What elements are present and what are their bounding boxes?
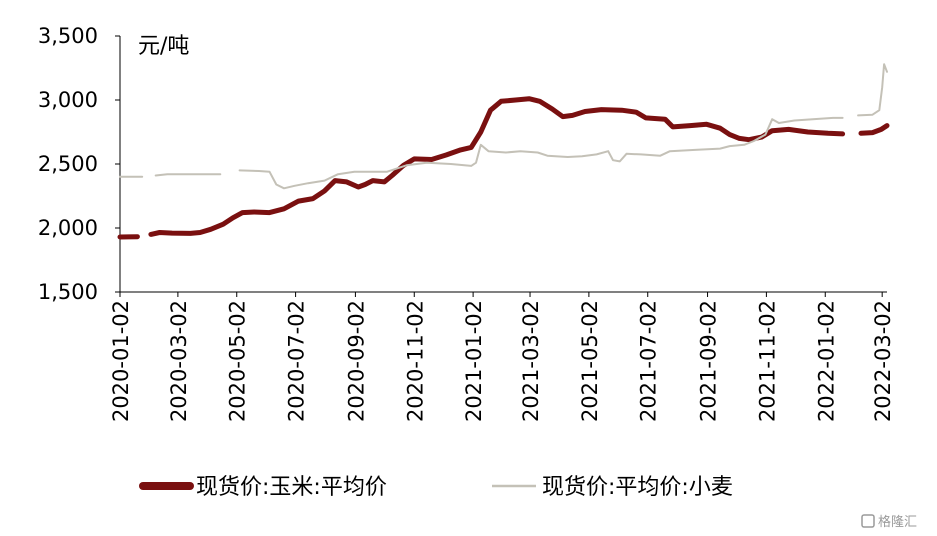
x-tick-label: 2022-03-02 <box>871 300 895 422</box>
y-tick-label: 1,500 <box>38 280 98 304</box>
watermark-logo-icon <box>861 514 875 528</box>
x-axis-ticks: 2020-01-02 2020-03-02 2020-05-02 2020-07-02… <box>109 292 895 422</box>
x-tick-label: 2021-05-02 <box>578 300 602 422</box>
x-tick-label: 2021-03-02 <box>519 300 543 422</box>
x-tick-label: 2021-11-02 <box>755 300 779 422</box>
y-tick-label: 2,500 <box>38 152 98 176</box>
y-tick-label: 3,000 <box>38 88 98 112</box>
x-tick-label: 2022-01-02 <box>814 300 838 422</box>
x-tick-label: 2020-05-02 <box>226 300 250 422</box>
x-tick-label: 2021-01-02 <box>462 300 486 422</box>
y-tick-label: 2,000 <box>38 216 98 240</box>
x-tick-label: 2021-09-02 <box>697 300 721 422</box>
x-tick-label: 2021-07-02 <box>637 300 661 422</box>
unit-label: 元/吨 <box>138 34 189 59</box>
series-line-wheat <box>119 63 888 190</box>
y-tick-label: 3,500 <box>38 24 98 48</box>
x-tick-label: 2020-07-02 <box>285 300 309 422</box>
series-line-corn <box>117 96 890 240</box>
legend: 现货价:玉米:平均价 现货价:平均价:小麦 <box>139 475 733 500</box>
legend-item-corn: 现货价:玉米:平均价 <box>139 475 387 500</box>
watermark-text: 格隆汇 <box>878 514 917 530</box>
x-tick-label: 2020-11-02 <box>403 300 427 422</box>
watermark: 格隆汇 <box>861 514 917 530</box>
axes <box>119 36 887 293</box>
legend-item-wheat: 现货价:平均价:小麦 <box>492 475 733 500</box>
legend-label-corn: 现货价:玉米:平均价 <box>196 475 387 500</box>
x-tick-label: 2020-03-02 <box>167 300 191 422</box>
series-lines <box>117 63 890 240</box>
legend-label-wheat: 现货价:平均价:小麦 <box>542 475 733 500</box>
x-tick-label: 2020-01-02 <box>109 300 133 422</box>
y-axis-ticks: 3,500 3,000 2,500 2,000 1,500 <box>38 24 120 304</box>
x-tick-label: 2020-09-02 <box>344 300 368 422</box>
